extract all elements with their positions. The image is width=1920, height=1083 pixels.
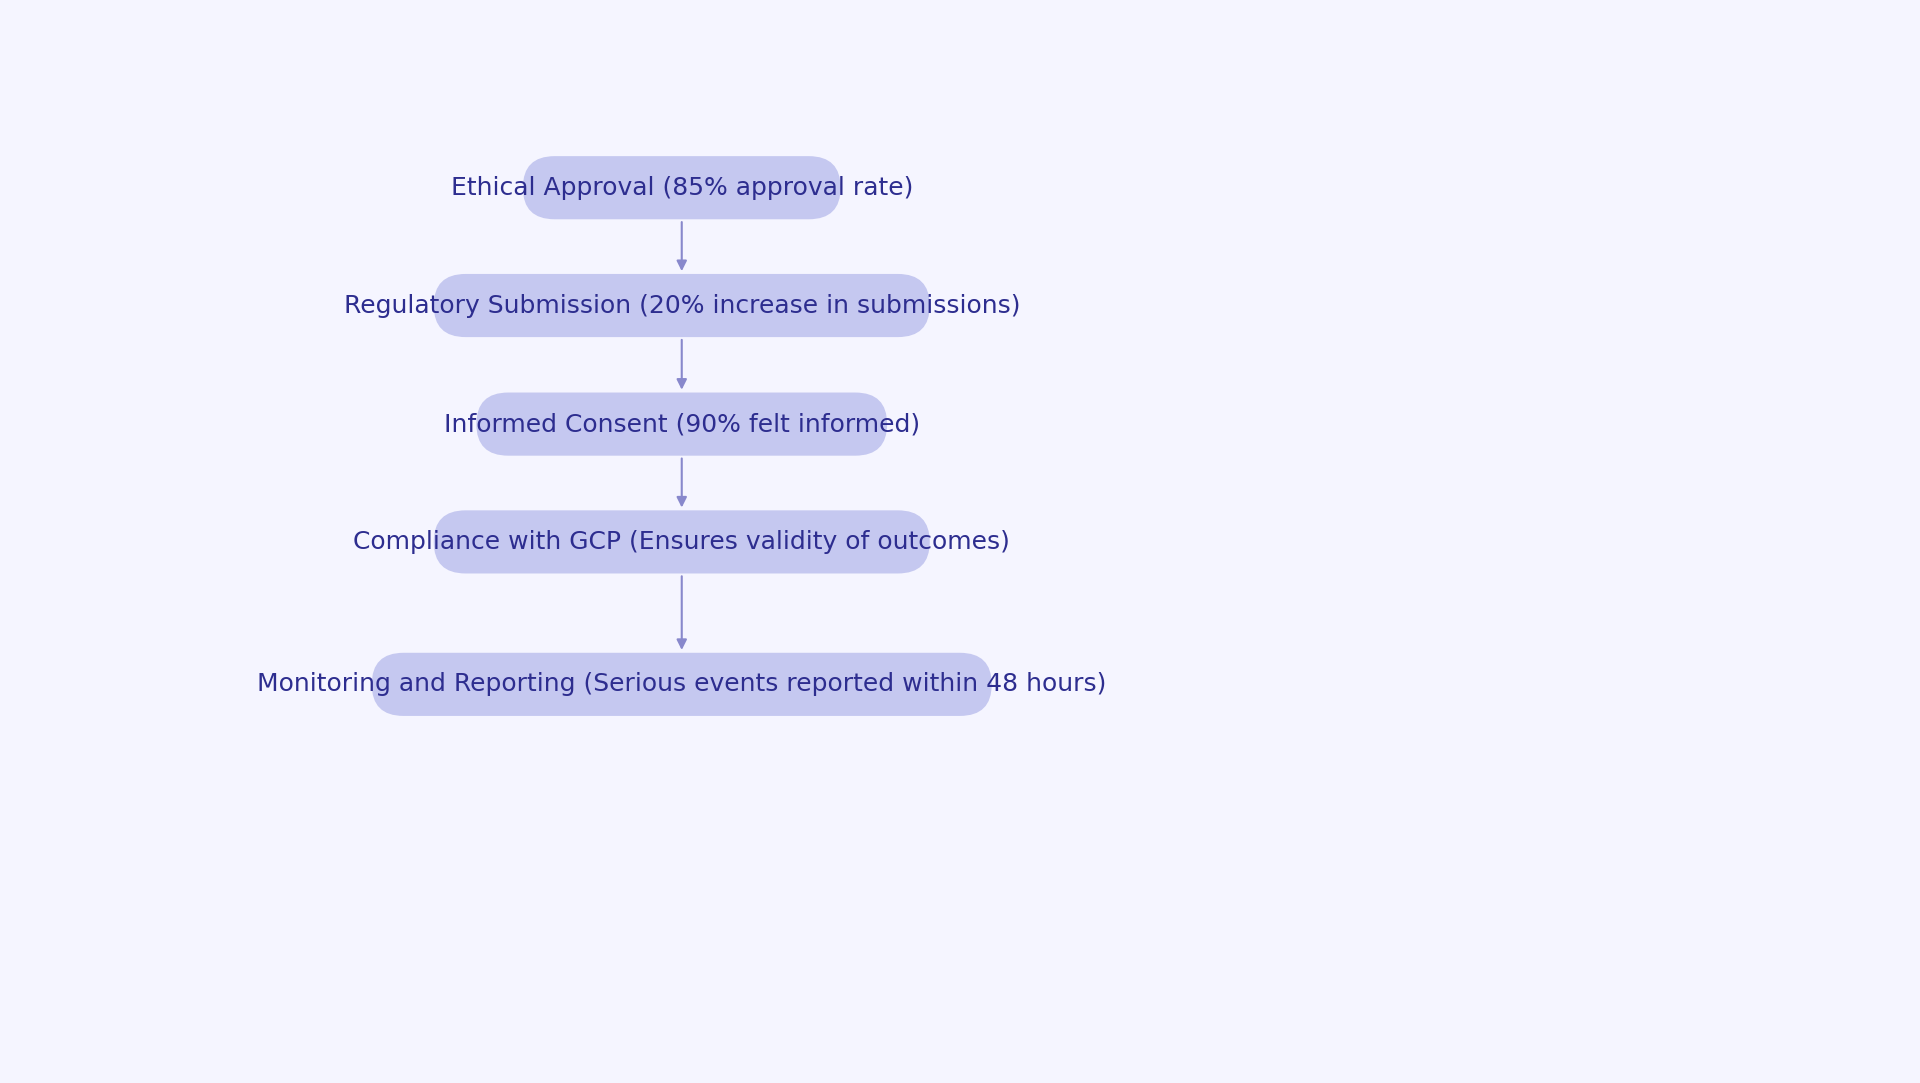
FancyBboxPatch shape (476, 392, 887, 456)
Text: Regulatory Submission (20% increase in submissions): Regulatory Submission (20% increase in s… (344, 293, 1020, 317)
FancyBboxPatch shape (434, 510, 929, 574)
FancyBboxPatch shape (434, 274, 929, 337)
FancyBboxPatch shape (372, 653, 993, 716)
FancyBboxPatch shape (522, 156, 841, 219)
Text: Compliance with GCP (Ensures validity of outcomes): Compliance with GCP (Ensures validity of… (353, 530, 1010, 553)
Text: Ethical Approval (85% approval rate): Ethical Approval (85% approval rate) (451, 175, 912, 199)
Text: Monitoring and Reporting (Serious events reported within 48 hours): Monitoring and Reporting (Serious events… (257, 673, 1106, 696)
Text: Informed Consent (90% felt informed): Informed Consent (90% felt informed) (444, 413, 920, 436)
